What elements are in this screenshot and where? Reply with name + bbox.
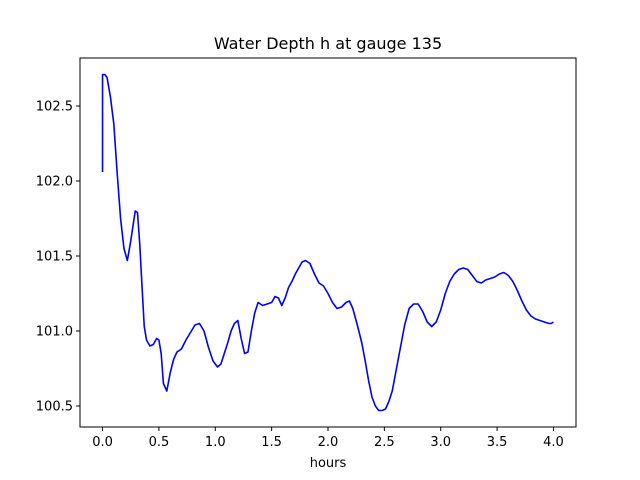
plot-area	[80, 58, 576, 427]
x-tick-label: 4.0	[543, 435, 564, 450]
x-tick-label: 0.0	[92, 435, 113, 450]
x-axis: 0.0 0.5 1.0 1.5 2.0 2.5 3.0 3.5 4.0	[92, 427, 564, 450]
y-axis: 100.5 101.0 101.5 102.0 102.5	[36, 100, 80, 415]
y-tick-label: 100.5	[36, 400, 73, 415]
x-tick-label: 3.0	[430, 435, 451, 450]
y-tick-label: 101.5	[36, 250, 73, 265]
y-tick-label: 102.5	[36, 100, 73, 115]
x-axis-label: hours	[310, 456, 347, 471]
y-tick-label: 101.0	[36, 325, 73, 340]
chart-title: Water Depth h at gauge 135	[214, 34, 442, 53]
x-tick-label: 2.0	[318, 435, 339, 450]
x-tick-label: 1.5	[261, 435, 282, 450]
x-tick-label: 2.5	[374, 435, 395, 450]
x-tick-label: 1.0	[205, 435, 226, 450]
x-tick-label: 3.5	[487, 435, 508, 450]
x-tick-label: 0.5	[149, 435, 170, 450]
y-tick-label: 102.0	[36, 175, 73, 190]
